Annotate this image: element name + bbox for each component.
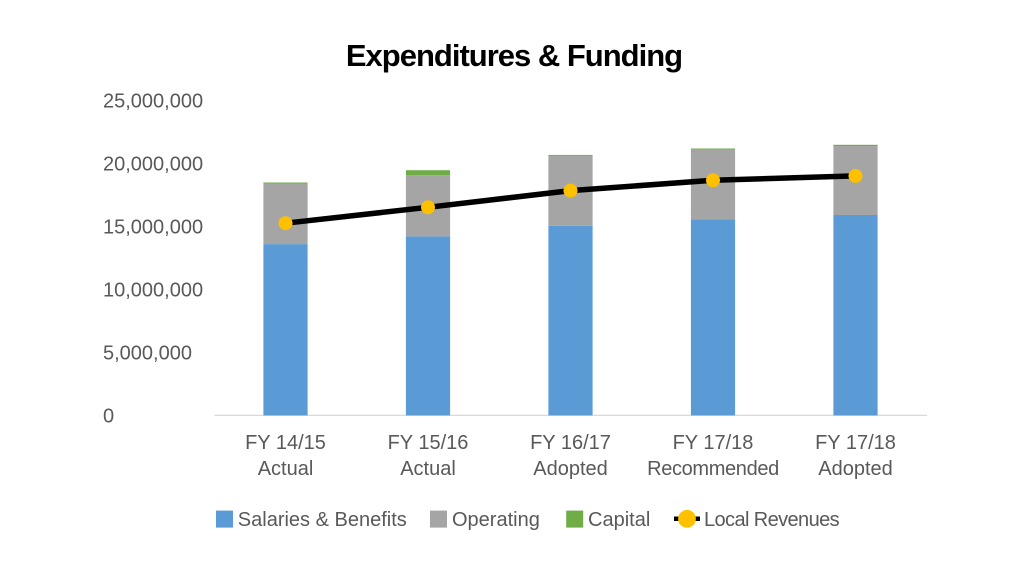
svg-text:Adopted: Adopted [818,458,893,480]
svg-text:Capital: Capital [588,509,650,531]
svg-text:Local Revenues: Local Revenues [704,509,840,531]
svg-text:FY 17/18: FY 17/18 [815,432,896,454]
svg-text:FY 17/18: FY 17/18 [673,432,754,454]
svg-text:Actual: Actual [258,458,314,480]
svg-text:Adopted: Adopted [533,458,608,480]
svg-text:0: 0 [103,406,114,428]
svg-text:Recommended: Recommended [647,458,779,480]
svg-text:Actual: Actual [400,458,456,480]
svg-text:FY 14/15: FY 14/15 [245,432,326,454]
svg-text:Salaries & Benefits: Salaries & Benefits [238,509,407,531]
svg-text:FY 16/17: FY 16/17 [530,432,611,454]
svg-text:Expenditures & Funding: Expenditures & Funding [346,38,682,73]
svg-text:25,000,000: 25,000,000 [103,91,203,113]
svg-text:5,000,000: 5,000,000 [103,343,192,365]
svg-text:15,000,000: 15,000,000 [103,217,203,239]
svg-text:10,000,000: 10,000,000 [103,280,203,302]
svg-text:20,000,000: 20,000,000 [103,154,203,176]
svg-text:Operating: Operating [452,509,540,531]
svg-text:FY 15/16: FY 15/16 [388,432,469,454]
